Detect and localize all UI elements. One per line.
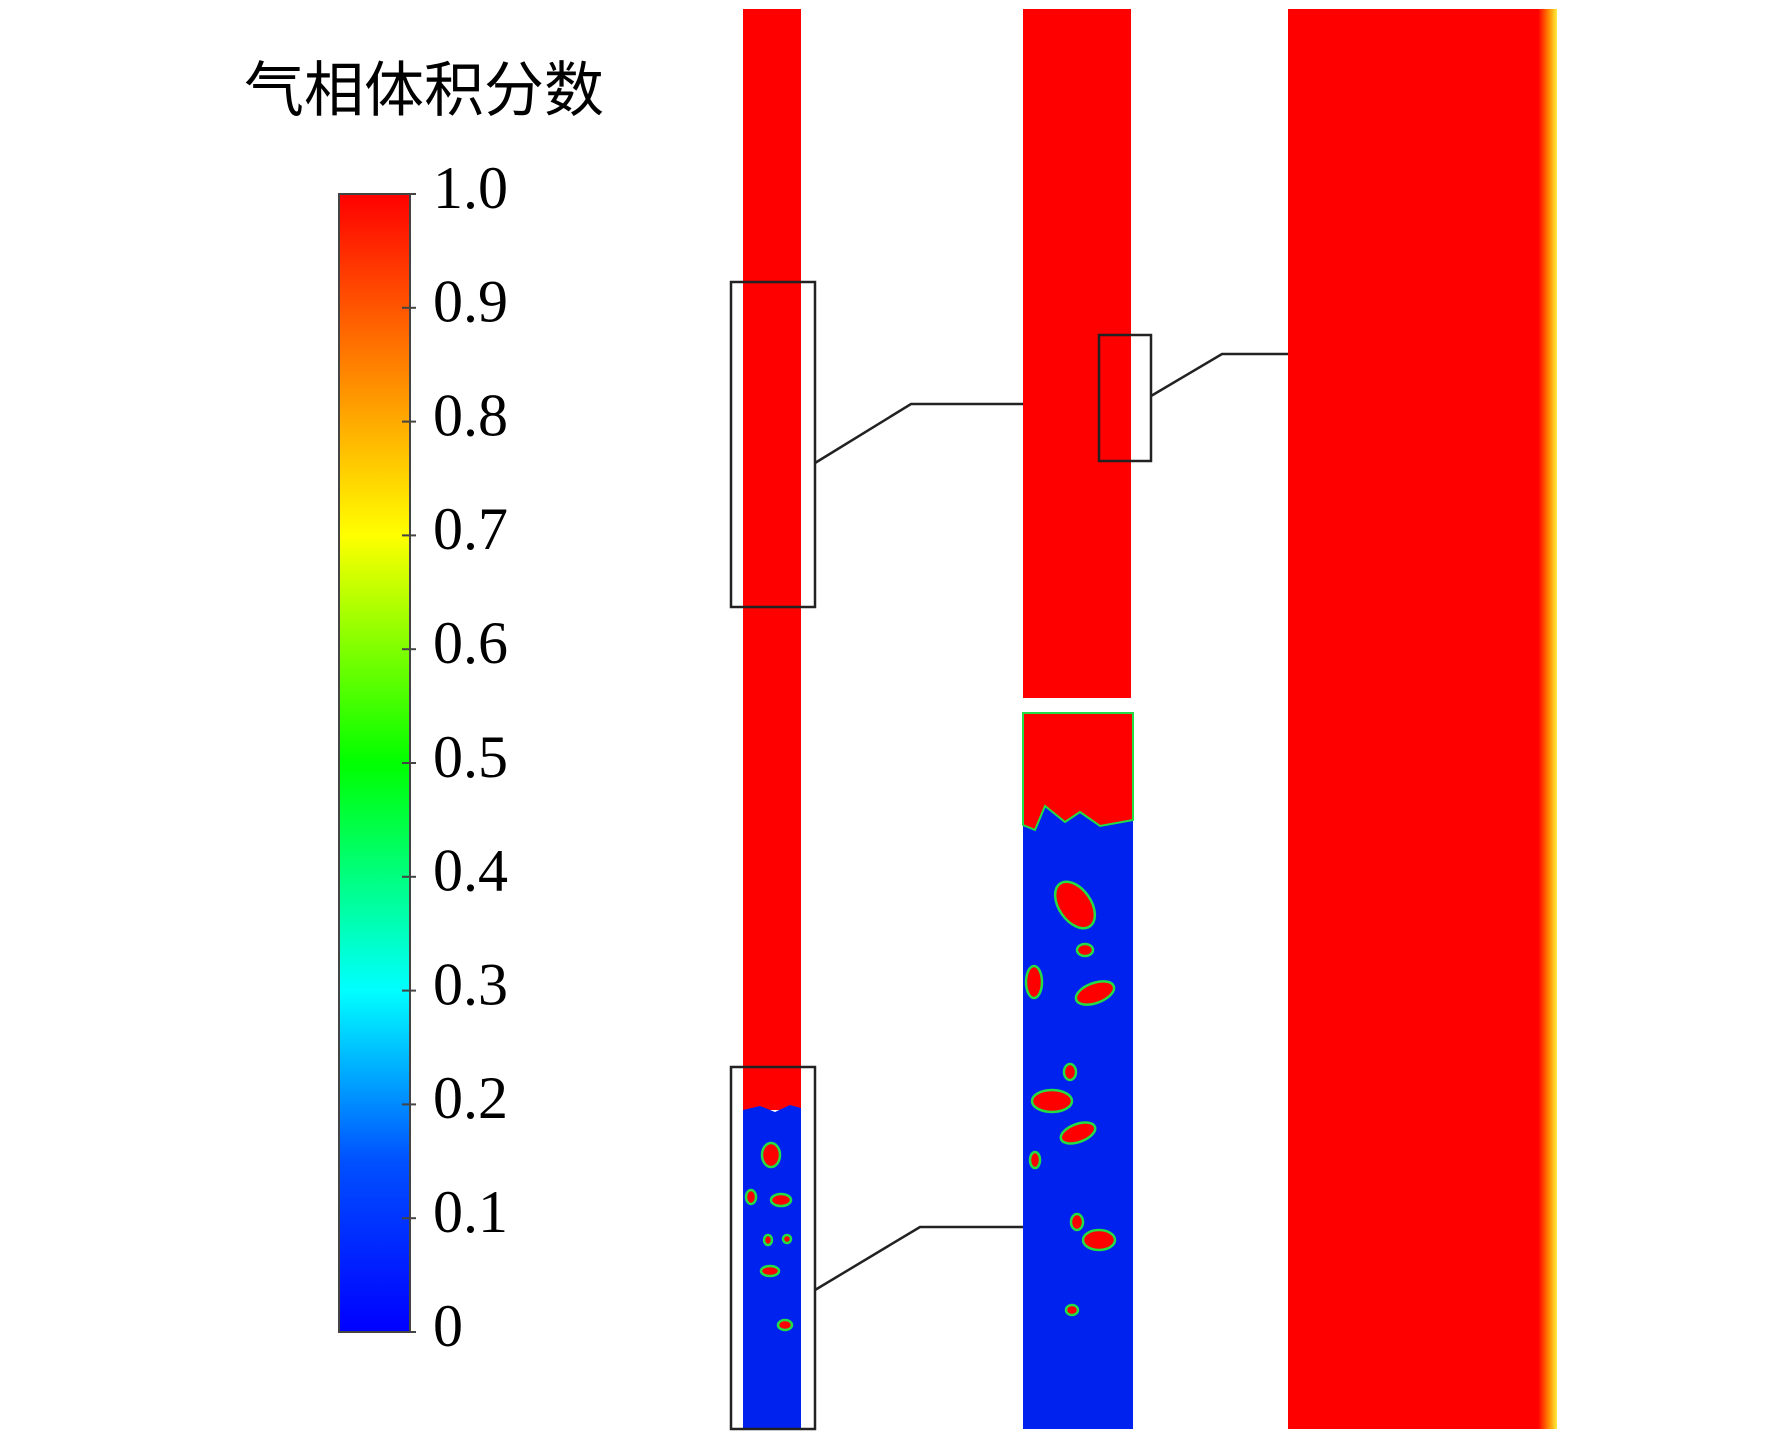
colorbar-title: 气相体积分数 [244,58,604,124]
zoom-wall [1288,9,1557,1429]
colorbar [338,193,411,1333]
tick-label: 0.9 [433,269,508,335]
tick-label: 0 [433,1293,463,1359]
zoom-lower [1022,712,1134,1429]
tick-label: 0.1 [433,1179,508,1245]
zoom-upper [1023,9,1131,698]
tick-label: 1.0 [433,155,508,221]
tick-label: 0.4 [433,838,508,904]
tick-label: 0.2 [433,1065,508,1131]
full-column [743,9,801,1429]
tick-label: 0.7 [433,496,508,562]
zoom-markers [729,280,1288,1431]
tick-label: 0.3 [433,951,508,1017]
tick-label: 0.8 [433,382,508,448]
tick-label: 0.5 [433,724,508,790]
tick-label: 0.6 [433,610,508,676]
